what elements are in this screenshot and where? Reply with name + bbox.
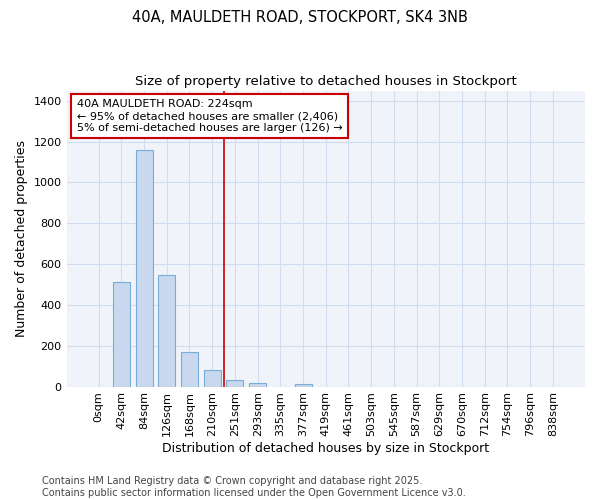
Title: Size of property relative to detached houses in Stockport: Size of property relative to detached ho…	[135, 75, 517, 88]
X-axis label: Distribution of detached houses by size in Stockport: Distribution of detached houses by size …	[162, 442, 490, 455]
Text: Contains HM Land Registry data © Crown copyright and database right 2025.
Contai: Contains HM Land Registry data © Crown c…	[42, 476, 466, 498]
Bar	[295, 384, 311, 386]
Text: 40A, MAULDETH ROAD, STOCKPORT, SK4 3NB: 40A, MAULDETH ROAD, STOCKPORT, SK4 3NB	[132, 10, 468, 25]
Bar	[136, 150, 152, 386]
Y-axis label: Number of detached properties: Number of detached properties	[15, 140, 28, 337]
Bar	[181, 352, 198, 386]
Text: 40A MAULDETH ROAD: 224sqm
← 95% of detached houses are smaller (2,406)
5% of sem: 40A MAULDETH ROAD: 224sqm ← 95% of detac…	[77, 100, 343, 132]
Bar	[226, 380, 244, 386]
Bar	[113, 282, 130, 387]
Bar	[203, 370, 221, 386]
Bar	[158, 276, 175, 386]
Bar	[249, 382, 266, 386]
